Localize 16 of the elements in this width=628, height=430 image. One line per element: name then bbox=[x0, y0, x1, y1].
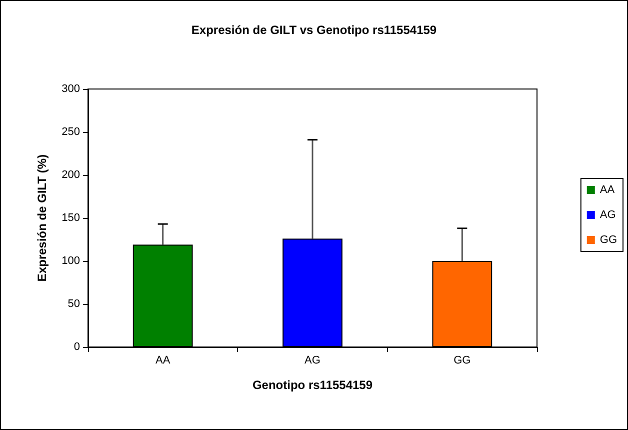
x-tick-label: AA bbox=[155, 354, 171, 366]
y-tick-label: 0 bbox=[74, 341, 80, 353]
x-tick-label: AG bbox=[304, 354, 320, 366]
y-axis-title: Expresión de GILT (%) bbox=[35, 154, 49, 282]
legend-label: GG bbox=[600, 234, 618, 246]
y-tick-label: 250 bbox=[62, 126, 80, 138]
y-tick-label: 150 bbox=[62, 212, 80, 224]
legend-label: AA bbox=[600, 184, 616, 196]
x-axis-title: Genotipo rs11554159 bbox=[252, 378, 373, 392]
legend-label: AG bbox=[600, 209, 616, 221]
y-tick-label: 200 bbox=[62, 169, 80, 181]
y-tick-label: 300 bbox=[62, 83, 80, 95]
y-tick-label: 50 bbox=[68, 298, 80, 310]
y-tick-label: 100 bbox=[62, 255, 80, 267]
chart-title: Expresión de GILT vs Genotipo rs11554159 bbox=[191, 23, 437, 37]
x-tick-label: GG bbox=[454, 354, 471, 366]
